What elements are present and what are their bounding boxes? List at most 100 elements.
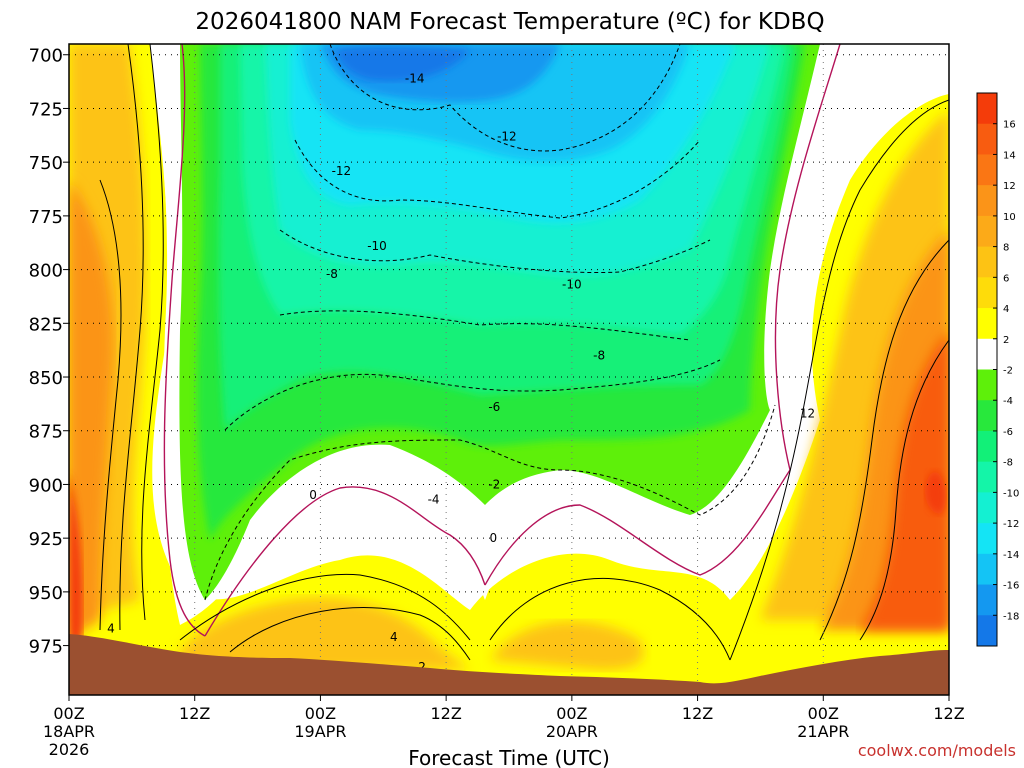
x-tick-label: 12Z [682, 704, 713, 723]
y-tick-label: 700 [29, 46, 63, 67]
colorbar-bin [977, 461, 997, 493]
field-cold-core [335, 46, 470, 82]
chart-title: 2026041800 NAM Forecast Temperature (ºC)… [195, 9, 824, 35]
colorbar-label: -6 [1003, 427, 1013, 438]
colorbar-bin [977, 369, 997, 401]
colorbar: 16 14 12 10 8 6 4 2 -2 -4 -6 -8 -10 -12 -14 -16 -18 [976, 92, 1019, 647]
x-tick-label: 00Z [556, 704, 587, 723]
y-tick-label: 900 [29, 475, 63, 496]
colorbar-label: -2 [1003, 366, 1013, 377]
x-tick-label: 00Z [808, 704, 839, 723]
colorbar-bin [977, 154, 997, 186]
colorbar-bin [977, 430, 997, 463]
grid [69, 44, 949, 695]
colorbar-label: 2 [1003, 335, 1009, 346]
y-tick-label: 775 [29, 207, 63, 228]
colorbar-bin [977, 123, 997, 155]
contour-label: -12 [332, 164, 352, 178]
contour-plus2-right [489, 578, 731, 661]
y-tick-label: 875 [29, 422, 63, 443]
colorbar-bin [977, 584, 997, 616]
field-warm-band-orange [69, 180, 114, 640]
colorbar-bin [977, 277, 997, 309]
plot-area: -14-12-12-10-10-8-8-6-4-200012442 [69, 44, 949, 695]
colorbar-bin [977, 308, 997, 340]
x-tick-label: 12Z [430, 704, 461, 723]
x-tick-label: 12Z [179, 704, 210, 723]
colorbar-label: -8 [1003, 458, 1013, 469]
x-tick-label: 00Z [305, 704, 336, 723]
contour-zero-mid [204, 486, 486, 637]
temperature-field [69, 44, 949, 695]
x-tick-year: 2026 [49, 740, 90, 759]
site-credit: coolwx.com/models [858, 741, 1016, 760]
field-east-hot-core [924, 470, 946, 515]
colorbar-label: 10 [1003, 212, 1016, 223]
field-east-red [860, 330, 949, 630]
contour-label: -6 [488, 400, 500, 414]
colorbar-label: -18 [1003, 611, 1019, 622]
colorbar-bin [977, 93, 997, 125]
x-tick-date: 19APR [294, 722, 346, 741]
y-tick-label: 925 [29, 529, 63, 550]
x-tick-date: 20APR [546, 722, 598, 741]
y-tick-label: 850 [29, 368, 63, 389]
contour-label: -8 [593, 349, 605, 363]
contour-minus14 [329, 44, 681, 152]
colorbar-label: -14 [1003, 550, 1019, 561]
contour-label: 12 [800, 407, 815, 421]
colorbar-label: 6 [1003, 273, 1009, 284]
contour-plus6-east [819, 239, 949, 641]
contour-minus6 [224, 359, 721, 431]
colorbar-bin [977, 400, 997, 432]
x-tick-date: 18APR [43, 722, 95, 741]
y-tick-label: 725 [29, 99, 63, 120]
colorbar-label: -4 [1003, 396, 1013, 407]
colorbar-label: 14 [1003, 150, 1016, 161]
colorbar-bin [977, 185, 997, 217]
x-tick-label: 12Z [933, 704, 964, 723]
contour-label: -2 [488, 477, 500, 491]
terrain [69, 634, 949, 695]
field-lower-gold-east [490, 621, 644, 670]
contour-label: 2 [418, 660, 426, 674]
y-tick-label: 800 [29, 261, 63, 282]
colorbar-bin [977, 615, 997, 647]
x-tick-label: 00Z [53, 704, 84, 723]
contour-label: 4 [107, 621, 115, 635]
x-tick-date: 21APR [797, 722, 849, 741]
x-axis-label: Forecast Time (UTC) [408, 746, 610, 768]
colorbar-bin [977, 492, 997, 524]
colorbar-bin [977, 553, 997, 586]
contour-label: 0 [309, 488, 317, 502]
field-lower-gold-west [180, 597, 470, 670]
field-warm-band-red [69, 470, 83, 645]
contour-zero-west [163, 44, 206, 637]
contour-label: -10 [367, 239, 387, 253]
colorbar-label: -10 [1003, 488, 1019, 499]
colorbar-bin [977, 215, 997, 248]
colorbar-bin [977, 523, 997, 555]
y-axis: 700 725 750 775 800 825 850 875 900 925 950 975 [29, 46, 69, 658]
y-tick-label: 975 [29, 637, 63, 658]
contour-plus2-west [141, 44, 164, 621]
colorbar-bin [977, 246, 997, 278]
contour-label: -14 [405, 71, 425, 85]
contour-labels: -14-12-12-10-10-8-8-6-4-200012442 [107, 71, 815, 674]
contour-minus12 [294, 139, 701, 219]
contour-minus2 [204, 404, 776, 601]
contour-plus2-lower [179, 573, 471, 641]
contour-label: -8 [326, 267, 338, 281]
y-tick-label: 825 [29, 314, 63, 335]
contour-label: -12 [497, 129, 517, 143]
y-tick-label: 750 [29, 153, 63, 174]
contour-label: -4 [428, 492, 440, 506]
y-tick-label: 950 [29, 583, 63, 604]
contour-plus4-west [119, 44, 144, 631]
colorbar-label: -16 [1003, 581, 1019, 592]
colorbar-label: 4 [1003, 304, 1009, 315]
colorbar-label: 8 [1003, 243, 1009, 254]
plot-frame [68, 43, 950, 696]
contour-minus10 [279, 229, 711, 274]
